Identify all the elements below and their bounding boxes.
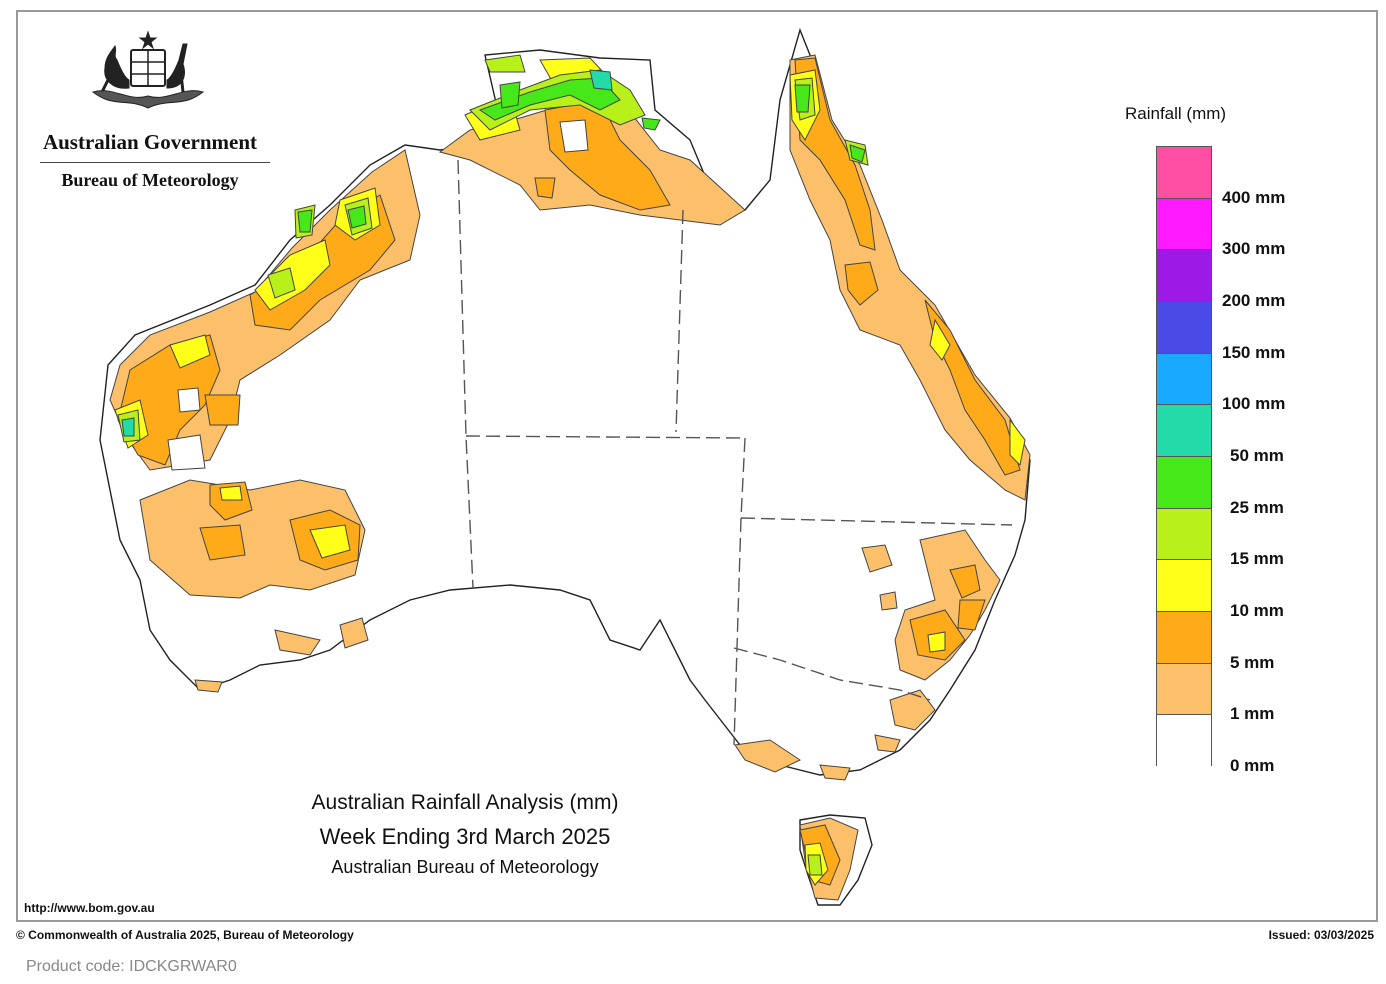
rain-25mm-areas bbox=[297, 77, 866, 233]
legend-label: 200 mm bbox=[1222, 291, 1286, 310]
map-title: Australian Rainfall Analysis (mm) bbox=[311, 791, 619, 814]
legend-label: 15 mm bbox=[1230, 549, 1284, 569]
issued-date: Issued: 03/03/2025 bbox=[1268, 928, 1374, 942]
legend-label: 50 mm bbox=[1230, 446, 1284, 465]
legend-label: 400 mm bbox=[1222, 187, 1286, 207]
map-period: Week Ending 3rd March 2025 bbox=[319, 824, 611, 849]
state-borders bbox=[457, 159, 1013, 746]
legend-label: 150 mm bbox=[1222, 342, 1286, 362]
legend-swatch bbox=[1157, 302, 1211, 354]
copyright-notice: © Commonwealth of Australia 2025, Bureau… bbox=[16, 928, 354, 942]
legend-label: 25 mm bbox=[1230, 497, 1284, 517]
bom-url-link[interactable]: http://www.bom.gov.au bbox=[24, 901, 155, 915]
legend-label: 0 mm bbox=[1230, 756, 1275, 775]
legend-label: 10 mm bbox=[1230, 601, 1284, 620]
legend-swatch bbox=[1157, 508, 1211, 561]
legend-title: Rainfall (mm) bbox=[1125, 104, 1227, 123]
rain-50mm-areas bbox=[121, 69, 613, 437]
product-code: Product code: IDCKGRWAR0 bbox=[26, 958, 237, 975]
legend-label: 300 mm bbox=[1222, 239, 1286, 259]
coat-of-arms-icon bbox=[91, 30, 205, 109]
header-divider bbox=[40, 162, 270, 163]
coat-of-arms-logo bbox=[28, 30, 268, 198]
legend-swatch bbox=[1157, 663, 1211, 716]
legend-swatch bbox=[1157, 612, 1211, 664]
legend-swatch bbox=[1157, 457, 1211, 509]
map-title-block: Australian Rainfall Analysis (mm) Week E… bbox=[255, 786, 675, 880]
legend-colorbar bbox=[1156, 146, 1212, 767]
government-name: Australian Government bbox=[42, 130, 258, 154]
legend-swatch bbox=[1157, 198, 1211, 251]
legend-swatch bbox=[1157, 353, 1211, 406]
legend-label: 1 mm bbox=[1230, 704, 1275, 724]
legend-swatch bbox=[1157, 147, 1211, 199]
bureau-name: Bureau of Meteorology bbox=[61, 170, 239, 190]
legend-label: 5 mm bbox=[1230, 652, 1275, 672]
dry-pockets bbox=[167, 119, 589, 471]
map-source: Australian Bureau of Meteorology bbox=[331, 857, 599, 877]
legend-label: 100 mm bbox=[1222, 394, 1286, 414]
legend-swatch bbox=[1157, 250, 1211, 302]
legend-swatch bbox=[1157, 405, 1211, 457]
legend-swatch bbox=[1157, 715, 1211, 767]
legend-swatch bbox=[1157, 560, 1211, 612]
